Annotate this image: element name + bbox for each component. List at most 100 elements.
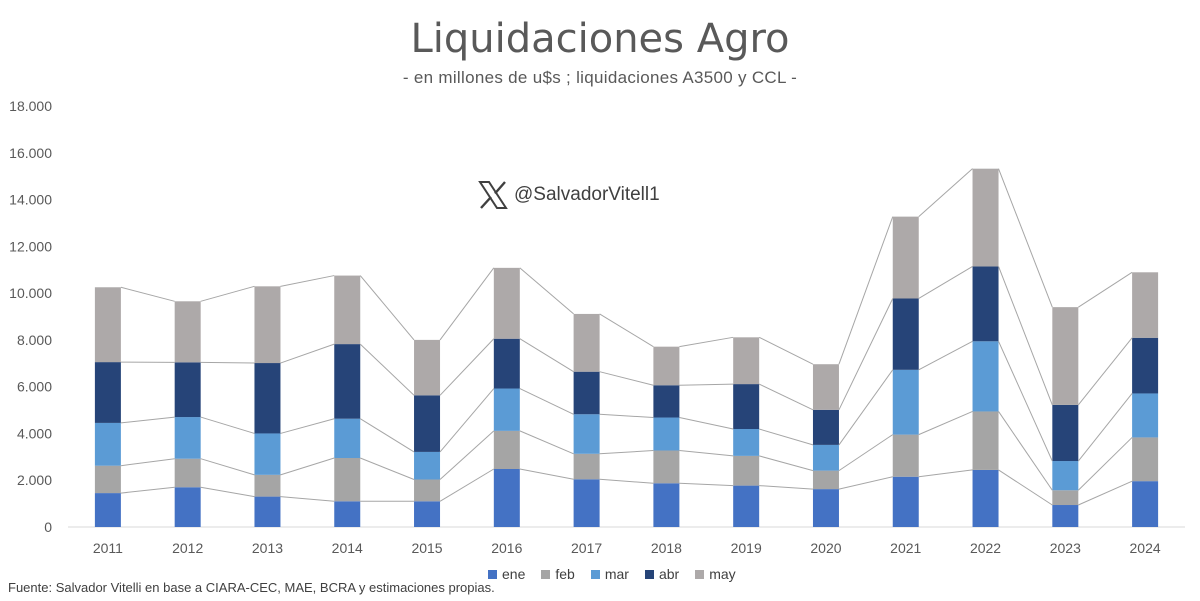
series-line-mar <box>439 388 495 453</box>
source-note: Fuente: Salvador Vitelli en base a CIARA… <box>8 580 495 595</box>
legend-swatch <box>695 569 705 579</box>
bar-mar-2024 <box>1132 393 1159 438</box>
bar-feb-2012 <box>174 458 201 488</box>
y-tick-label: 4.000 <box>17 425 52 441</box>
y-tick-label: 8.000 <box>17 332 52 348</box>
bar-mar-2020 <box>812 444 839 471</box>
series-line-ene <box>679 482 734 487</box>
bar-feb-2021 <box>892 434 919 477</box>
series-line-may <box>280 275 335 287</box>
series-line-ene <box>918 469 973 478</box>
bar-may-2018 <box>653 346 680 386</box>
bar-mar-2021 <box>892 369 919 435</box>
series-line-abr <box>918 266 973 299</box>
y-tick-label: 12.000 <box>9 238 52 254</box>
bar-abr-2017 <box>573 371 600 415</box>
bar-mar-2011 <box>94 422 121 466</box>
x-tick-label: 2011 <box>93 540 123 556</box>
bar-ene-2019 <box>733 485 760 527</box>
bar-abr-2012 <box>174 362 201 418</box>
bar-may-2014 <box>334 275 361 345</box>
bar-ene-2011 <box>94 493 121 527</box>
series-line-may <box>200 285 255 302</box>
bar-ene-2021 <box>892 476 919 527</box>
bar-feb-2017 <box>573 453 600 480</box>
series-line-feb <box>1077 437 1133 491</box>
series-line-abr <box>679 383 734 386</box>
bar-may-2012 <box>174 301 201 363</box>
series-line-abr <box>758 383 814 411</box>
bar-mar-2019 <box>733 429 760 456</box>
series-line-mar <box>679 417 734 430</box>
x-tick-label: 2023 <box>1050 540 1081 556</box>
series-line-ene <box>759 485 813 490</box>
series-line-feb <box>998 411 1053 491</box>
bar-may-2013 <box>254 286 281 364</box>
x-tick-label: 2014 <box>332 540 363 556</box>
series-line-mar <box>759 428 814 446</box>
bar-mar-2023 <box>1052 461 1079 491</box>
x-tick-label: 2019 <box>731 540 762 556</box>
x-tick-label: 2021 <box>890 540 921 556</box>
bar-feb-2011 <box>94 465 121 494</box>
series-line-may <box>519 267 574 315</box>
series-line-mar <box>280 418 335 434</box>
x-tick-label: 2015 <box>411 540 442 556</box>
bar-may-2023 <box>1052 307 1079 405</box>
bar-feb-2020 <box>812 470 839 490</box>
y-tick-label: 18.000 <box>9 98 52 114</box>
x-tick-label: 2013 <box>252 540 283 556</box>
series-line-feb <box>200 458 255 476</box>
bar-feb-2023 <box>1052 490 1079 506</box>
series-line-ene <box>439 468 495 502</box>
series-line-may <box>359 275 415 341</box>
y-tick-label: 6.000 <box>17 379 52 395</box>
series-line-ene <box>519 468 574 480</box>
series-line-ene <box>838 476 893 490</box>
series-line-feb <box>360 457 415 480</box>
series-line-may <box>439 267 495 341</box>
legend-swatch <box>644 569 654 579</box>
series-line-feb <box>838 434 894 472</box>
y-tick-label: 14.000 <box>9 192 52 208</box>
series-line-ene <box>280 496 335 502</box>
y-tick-label: 2.000 <box>17 472 52 488</box>
legend-item-may: may <box>695 566 736 582</box>
legend-label: feb <box>555 566 575 582</box>
bar-abr-2018 <box>653 385 680 418</box>
legend-item-abr: abr <box>644 566 679 582</box>
bar-may-2015 <box>414 339 441 396</box>
bar-mar-2017 <box>573 414 600 454</box>
legend-swatch <box>488 569 497 579</box>
series-line-mar <box>998 341 1053 462</box>
bar-ene-2023 <box>1052 505 1079 527</box>
bar-ene-2018 <box>653 483 680 527</box>
series-line-feb <box>759 455 814 472</box>
bar-abr-2013 <box>254 363 281 434</box>
series-line-abr <box>359 343 415 396</box>
bar-feb-2019 <box>733 455 760 486</box>
legend-item-mar: mar <box>590 566 629 582</box>
series-line-ene <box>120 486 175 494</box>
series-line-abr <box>998 266 1053 406</box>
bar-abr-2020 <box>812 409 839 445</box>
x-tick-label: 2020 <box>810 540 841 556</box>
series-line-feb <box>918 410 973 436</box>
bar-may-2021 <box>892 216 919 299</box>
bar-ene-2014 <box>334 501 361 527</box>
series-line-may <box>679 336 734 348</box>
legend-swatch <box>590 569 600 579</box>
bar-abr-2011 <box>94 362 121 423</box>
bar-ene-2022 <box>972 469 999 527</box>
legend-item-feb: feb <box>541 566 575 582</box>
series-line-abr <box>1077 337 1133 406</box>
bar-may-2019 <box>733 337 760 385</box>
x-tick-label: 2017 <box>571 540 602 556</box>
series-line-ene <box>200 486 255 498</box>
bar-feb-2022 <box>972 411 999 470</box>
bar-feb-2024 <box>1132 437 1159 482</box>
bar-mar-2016 <box>493 388 520 431</box>
bar-mar-2012 <box>174 417 201 459</box>
series-line-may <box>120 286 175 302</box>
